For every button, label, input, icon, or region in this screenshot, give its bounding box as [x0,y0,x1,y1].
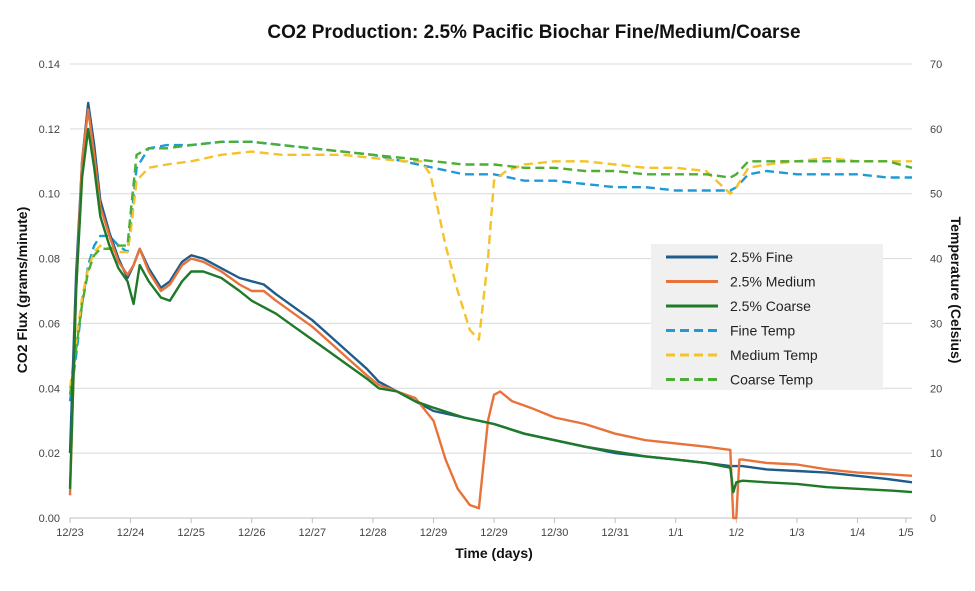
y2-tick-label: 70 [930,59,942,71]
y2-tick-label: 0 [930,513,936,525]
x-tick-label: 12/24 [117,527,145,539]
y-tick-label: 0.02 [39,448,60,460]
y-tick-label: 0.08 [39,254,60,266]
y-axis-left-label: CO2 Flux (grams/minute) [14,207,30,373]
x-tick-label: 1/2 [729,527,744,539]
legend-label: 2.5% Fine [730,249,793,265]
y-axis-right-label: Temperature (Celsius) [948,217,964,364]
series-lines [68,101,913,520]
x-tick-label: 12/28 [359,527,387,539]
y-tick-label: 0.00 [39,513,60,525]
legend-label: Coarse Temp [730,372,813,388]
x-axis-label: Time (days) [455,545,533,561]
series-line-medium-temp [68,150,912,389]
x-axis-ticks: 12/23 12/24 12/25 12/26 12/27 12/28 12/29 12/29… [56,527,913,539]
series-line-2-5-coarse [68,127,913,494]
legend-label: Fine Temp [730,323,795,339]
x-tick-label: 12/27 [299,527,327,539]
x-tick-label: 12/29 [420,527,448,539]
x-tick-label: 12/26 [238,527,266,539]
y-axis-right-ticks: 0 10 20 30 40 50 60 70 [930,59,942,525]
x-tick-label: 12/25 [177,527,205,539]
x-tick-label: 1/3 [789,527,804,539]
y2-tick-label: 60 [930,124,942,136]
y-tick-label: 0.12 [39,124,60,136]
gridlines [69,63,912,523]
x-tick-label: 1/1 [668,527,683,539]
x-tick-label: 12/29 [480,527,508,539]
y2-tick-label: 50 [930,189,942,201]
y2-tick-label: 30 [930,318,942,330]
chart-title: CO2 Production: 2.5% Pacific Biochar Fin… [267,22,800,43]
x-tick-label: 1/4 [850,527,865,539]
legend: 2.5% Fine 2.5% Medium 2.5% Coarse Fine Temp… [651,244,883,390]
series-line-coarse-temp [68,140,913,395]
legend-background [651,244,883,390]
y-tick-label: 0.14 [39,59,60,71]
x-tick-label: 12/23 [56,527,84,539]
y2-tick-label: 40 [930,254,942,266]
y2-tick-label: 20 [930,383,942,395]
y-tick-label: 0.06 [39,318,60,330]
x-tick-label: 12/30 [541,527,569,539]
y-axis-left-ticks: 0.00 0.02 0.04 0.06 0.08 0.10 0.12 0.14 [39,59,60,525]
legend-label: 2.5% Medium [730,274,816,290]
x-tick-label: 12/31 [601,527,629,539]
y2-tick-label: 10 [930,448,942,460]
y-tick-label: 0.04 [39,383,60,395]
legend-label: 2.5% Coarse [730,298,811,314]
x-tick-label: 1/5 [898,527,913,539]
y-tick-label: 0.10 [39,189,60,201]
legend-label: Medium Temp [730,347,818,363]
series-line-fine-temp [68,140,912,402]
